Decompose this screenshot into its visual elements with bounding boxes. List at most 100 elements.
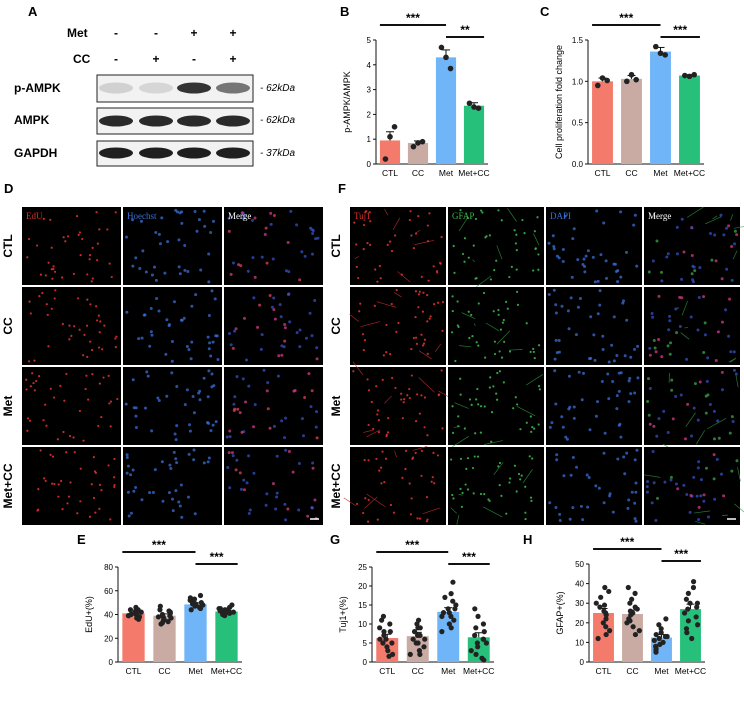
cell-spot (508, 481, 510, 483)
cell-spot (302, 434, 305, 437)
data-point (630, 610, 635, 615)
cell-spot (422, 292, 424, 294)
y-tick-label: 40 (104, 611, 113, 620)
cell-spot (653, 481, 656, 484)
cell-spot (509, 350, 511, 352)
cell-spot (690, 226, 693, 229)
cell-spot (598, 304, 601, 307)
cell-spot (648, 414, 651, 417)
cell-spot (49, 454, 51, 456)
cell-spot (125, 403, 128, 406)
cell-spot (168, 464, 171, 467)
cell-spot (98, 315, 100, 317)
y-tick-label: 15 (358, 601, 367, 610)
cell-spot (29, 420, 31, 422)
cell-spot (232, 454, 235, 457)
data-point (482, 629, 487, 634)
cell-spot (141, 249, 144, 252)
data-point (653, 44, 659, 50)
data-point (439, 614, 444, 619)
cell-spot (303, 396, 306, 399)
cell-spot (436, 270, 438, 272)
cell-spot (531, 457, 533, 459)
cell-spot (704, 321, 707, 324)
cell-spot (636, 376, 639, 379)
cell-spot (428, 212, 430, 214)
cell-spot (426, 434, 428, 436)
cell-spot (500, 495, 502, 497)
cell-spot (462, 253, 464, 255)
data-point (439, 45, 445, 51)
cell-spot (187, 496, 190, 499)
cell-spot (589, 357, 592, 360)
cell-spot (507, 308, 509, 310)
data-point (626, 585, 631, 590)
data-point (689, 636, 694, 641)
data-point (168, 610, 173, 615)
cell-spot (652, 260, 655, 263)
cell-spot (153, 266, 156, 269)
cell-spot (272, 482, 275, 485)
cell-spot (474, 455, 476, 457)
y-axis-label: p-AMPK/AMPK (342, 71, 352, 133)
cell-spot (602, 221, 605, 224)
cell-spot (378, 431, 380, 433)
cell-spot (186, 345, 189, 348)
cell-spot (62, 323, 64, 325)
cell-spot (648, 347, 651, 350)
cell-spot (602, 452, 605, 455)
cell-spot (477, 456, 479, 458)
cell-spot (103, 325, 105, 327)
micrograph-panel (123, 287, 222, 365)
cell-spot (489, 234, 491, 236)
cell-spot (265, 227, 268, 230)
bar (436, 57, 456, 164)
cell-spot (530, 497, 532, 499)
cell-spot (68, 338, 70, 340)
cell-spot (179, 505, 182, 508)
cell-spot (62, 431, 64, 433)
data-point (598, 595, 603, 600)
cell-spot (192, 458, 195, 461)
wb-condition-cc-label: CC (73, 52, 91, 66)
cell-spot (145, 271, 148, 274)
cell-spot (188, 423, 191, 426)
data-point (624, 79, 630, 85)
cell-spot (451, 494, 453, 496)
cell-spot (190, 357, 193, 360)
data-point (637, 628, 642, 633)
cell-spot (652, 450, 655, 453)
cell-spot (212, 220, 215, 223)
cell-spot (697, 419, 700, 422)
cell-spot (413, 337, 415, 339)
row-label: CTL (329, 234, 343, 257)
micrograph-panel (224, 367, 323, 445)
cell-spot (576, 258, 579, 261)
cell-spot (267, 407, 270, 410)
y-tick-label: 2 (367, 110, 372, 119)
cell-spot (529, 455, 531, 457)
cell-spot (689, 494, 692, 497)
cell-spot (697, 460, 700, 463)
cell-spot (292, 390, 295, 393)
cell-spot (316, 436, 319, 439)
cell-spot (409, 219, 411, 221)
cell-spot (583, 258, 586, 261)
cell-spot (95, 305, 97, 307)
cell-spot (536, 216, 538, 218)
cell-spot (161, 500, 164, 503)
cell-spot (675, 483, 678, 486)
cell-spot (235, 327, 238, 330)
cell-spot (582, 372, 585, 375)
cell-spot (628, 400, 631, 403)
cell-spot (98, 508, 100, 510)
cell-spot (423, 426, 425, 428)
y-tick-label: 25 (358, 563, 367, 572)
micrograph-panel (644, 447, 740, 525)
cell-spot (288, 320, 291, 323)
cell-spot (699, 381, 702, 384)
cell-spot (421, 276, 423, 278)
cell-spot (98, 228, 100, 230)
cell-spot (141, 337, 144, 340)
cell-spot (214, 297, 217, 300)
